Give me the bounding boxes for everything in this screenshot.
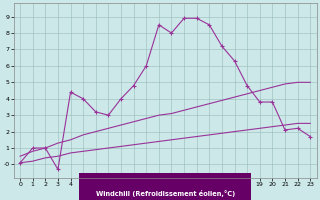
- X-axis label: Windchill (Refroidissement éolien,°C): Windchill (Refroidissement éolien,°C): [96, 190, 235, 197]
